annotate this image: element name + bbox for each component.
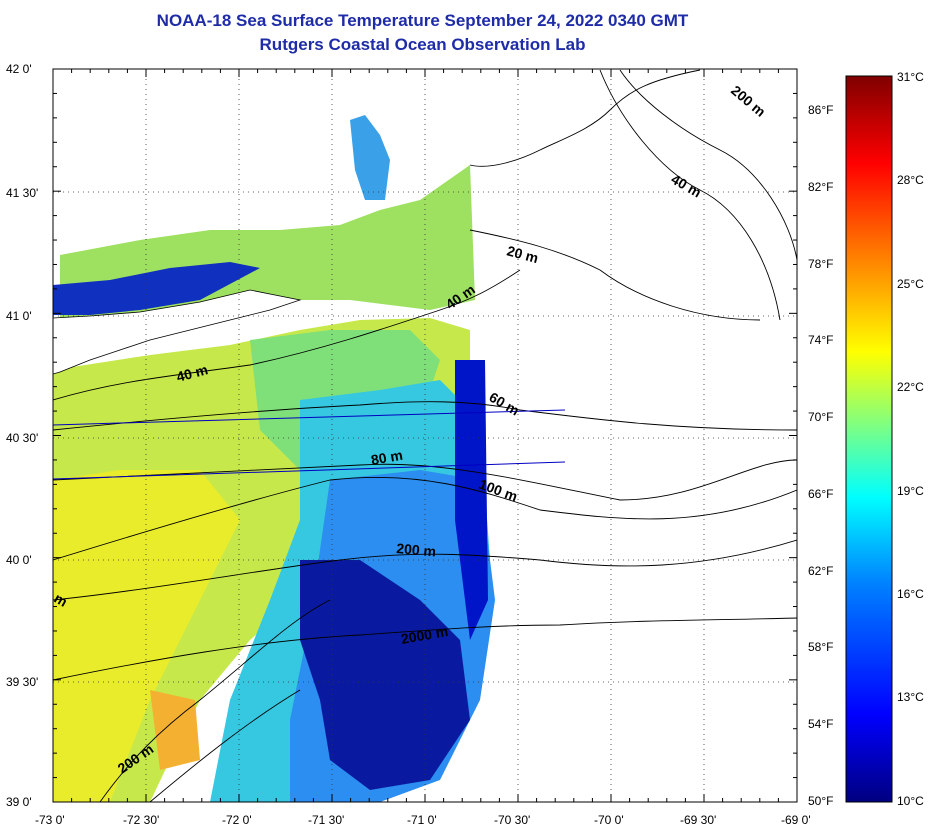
contour-20m: [469, 229, 761, 321]
celsius-label: 13°C: [897, 690, 924, 704]
celsius-label: 28°C: [897, 173, 924, 187]
bathymetry-contours: [53, 69, 797, 802]
contour-label-40m-west: 40 m: [175, 361, 210, 385]
axis-ticks: [52, 68, 798, 803]
lon-label: -70 30': [494, 813, 531, 827]
contour-slope: [149, 689, 301, 802]
lon-label: -71 30': [308, 813, 345, 827]
celsius-label: 10°C: [897, 794, 924, 808]
fahrenheit-label: 78°F: [808, 257, 834, 271]
graticule: [53, 69, 797, 802]
fahrenheit-label: 70°F: [808, 410, 834, 424]
contour-100m: [53, 476, 797, 561]
sst-darkblue-core: [300, 560, 470, 790]
lon-label: -69 0': [781, 813, 811, 827]
sst-darkblue-edge: [455, 360, 488, 640]
contour-label-20m: 20 m: [505, 242, 540, 266]
fahrenheit-label: 50°F: [808, 794, 834, 808]
lon-label: -70 0': [594, 813, 624, 827]
celsius-label: 19°C: [897, 484, 924, 498]
fahrenheit-label: 62°F: [808, 564, 834, 578]
lat-label: 40 0': [6, 553, 32, 567]
celsius-label: 31°C: [897, 70, 924, 84]
fahrenheit-label: 74°F: [808, 333, 834, 347]
lat-label: 42 0': [6, 62, 32, 76]
fahrenheit-label: 82°F: [808, 180, 834, 194]
celsius-label: 25°C: [897, 277, 924, 291]
contour-80m: [53, 459, 797, 501]
fahrenheit-label: 66°F: [808, 487, 834, 501]
contour-40m-west: [53, 269, 521, 401]
lon-label: -69 30': [680, 813, 717, 827]
contour-label-80m: 80 m: [370, 447, 404, 468]
map-title: NOAA-18 Sea Surface Temperature Septembe…: [156, 11, 689, 30]
lon-label: -73 0': [35, 813, 65, 827]
celsius-label: 22°C: [897, 380, 924, 394]
lon-label: -72 0': [222, 813, 252, 827]
lat-label: 41 30': [6, 186, 39, 200]
contour-200m-south: [99, 599, 331, 802]
lon-label: -71 0': [407, 813, 437, 827]
lat-label: 39 0': [6, 795, 32, 809]
georges-bank-contour: [619, 69, 797, 261]
contour-label-200m: 200 m: [396, 540, 437, 559]
contour-200m: [53, 539, 797, 601]
fahrenheit-label: 86°F: [808, 103, 834, 117]
map-subtitle: Rutgers Coastal Ocean Observation Lab: [259, 35, 586, 54]
lat-label: 41 0': [6, 309, 32, 323]
lat-label: 40 30': [6, 431, 39, 445]
contour-2000m: [53, 617, 797, 681]
contour-40m-north: [599, 69, 781, 321]
coastline-main: [469, 69, 701, 167]
fahrenheit-label: 54°F: [808, 717, 834, 731]
fahrenheit-label: 58°F: [808, 640, 834, 654]
sst-raster: [53, 115, 495, 802]
sst-yellow-band: [53, 470, 240, 802]
celsius-label: 16°C: [897, 587, 924, 601]
contour-60m: [53, 401, 797, 431]
colorbar: [845, 75, 893, 803]
lat-label: 39 30': [6, 675, 39, 689]
long-island-land: [53, 289, 302, 375]
sst-narragansett: [350, 115, 390, 200]
lon-label: -72 30': [123, 813, 160, 827]
sst-sound-cold: [53, 262, 260, 315]
track-line-1: [52, 409, 566, 426]
track-line-2: [52, 461, 566, 480]
